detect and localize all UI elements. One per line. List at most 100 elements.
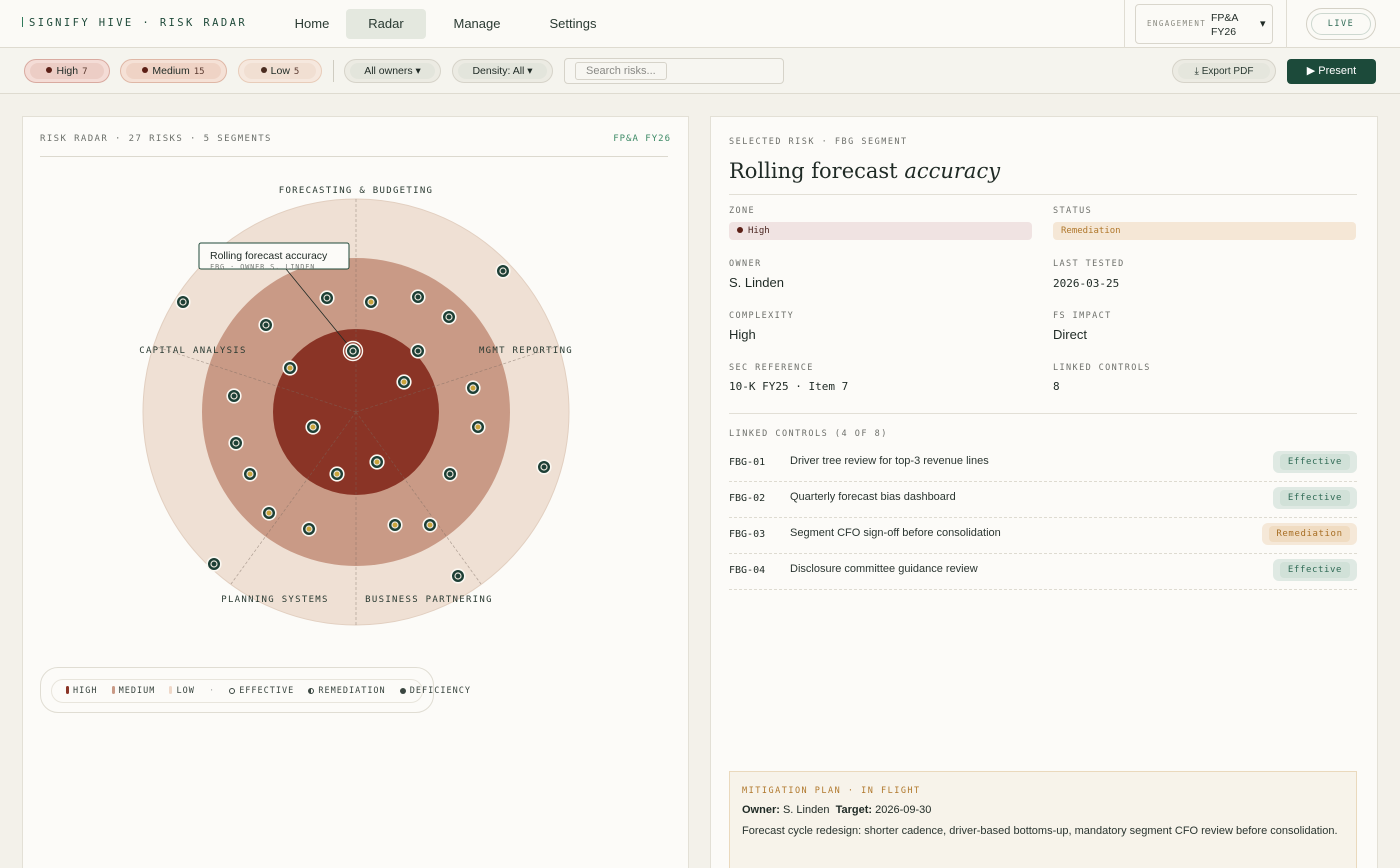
- control-row[interactable]: FBG-01 Driver tree review for top-3 reve…: [729, 446, 1357, 482]
- legend-effective: EFFECTIVE: [229, 686, 294, 696]
- control-id: FBG-01: [729, 457, 766, 468]
- mitigation-text: Forecast cycle redesign: shorter cadence…: [742, 825, 1338, 837]
- nav-tab-manage[interactable]: Manage: [453, 16, 501, 31]
- risk-marker[interactable]: [410, 289, 426, 305]
- divider: [40, 156, 668, 157]
- risk-marker[interactable]: [465, 380, 481, 396]
- control-desc: Segment CFO sign-off before consolidatio…: [790, 527, 1001, 539]
- sec-ref-label: SEC REFERENCE: [729, 363, 814, 373]
- search-input[interactable]: [575, 62, 667, 80]
- owner-value: S. Linden: [729, 275, 784, 290]
- controls-header: LINKED CONTROLS (4 OF 8): [729, 429, 888, 439]
- control-id: FBG-04: [729, 565, 766, 576]
- risk-marker[interactable]: [175, 294, 191, 310]
- control-id: FBG-03: [729, 529, 766, 540]
- risk-marker[interactable]: [369, 454, 385, 470]
- selected-marker-halo: [342, 340, 364, 362]
- risk-marker[interactable]: [282, 360, 298, 376]
- tooltip-title: Rolling forecast accuracy: [210, 250, 328, 262]
- control-status: Effective: [1280, 454, 1350, 470]
- segment-label-fbg: FORECASTING & BUDGETING: [279, 186, 434, 196]
- control-status-badge: Effective: [1273, 559, 1357, 581]
- control-row[interactable]: FBG-04 Disclosure committee guidance rev…: [729, 554, 1357, 590]
- owners-filter-label: All owners ▾: [350, 63, 435, 79]
- risk-marker[interactable]: [345, 343, 361, 359]
- nav-tab-home[interactable]: Home: [294, 16, 330, 31]
- detail-kicker: SELECTED RISK · FBG SEGMENT: [729, 137, 908, 147]
- engagement-label: ENGAGEMENT: [1147, 19, 1207, 28]
- low-dot-icon: [260, 67, 267, 73]
- segment-label-ps: PLANNING SYSTEMS: [221, 595, 329, 605]
- risk-marker[interactable]: [258, 317, 274, 333]
- control-row[interactable]: FBG-02 Quarterly forecast bias dashboard…: [729, 482, 1357, 518]
- export-pdf-button[interactable]: ⤓ Export PDF: [1172, 59, 1276, 83]
- control-row[interactable]: FBG-03 Segment CFO sign-off before conso…: [729, 518, 1357, 554]
- risk-marker[interactable]: [396, 374, 412, 390]
- filter-chip-low[interactable]: Low 5: [238, 59, 322, 83]
- engagement-select[interactable]: ENGAGEMENT FP&A FY26 ▾: [1135, 4, 1273, 44]
- deficiency-dot-icon: [399, 688, 406, 694]
- fs-impact-value: Direct: [1053, 327, 1087, 342]
- nav-tab-settings[interactable]: Settings: [549, 16, 597, 31]
- risk-marker[interactable]: [387, 517, 403, 533]
- risk-marker[interactable]: [441, 309, 457, 325]
- density-filter[interactable]: Density: All ▾: [452, 59, 553, 83]
- export-pdf-label: ⤓ Export PDF: [1178, 63, 1270, 79]
- complexity-label: COMPLEXITY: [729, 311, 795, 321]
- segment-label-ca: CAPITAL ANALYSIS: [139, 346, 247, 356]
- control-desc: Disclosure committee guidance review: [790, 563, 978, 575]
- risk-markers: [175, 263, 552, 584]
- mitigation-owner: S. Linden: [782, 804, 830, 816]
- owners-filter[interactable]: All owners ▾: [344, 59, 441, 83]
- risk-marker[interactable]: [450, 568, 466, 584]
- risk-marker[interactable]: [410, 343, 426, 359]
- risk-marker[interactable]: [226, 388, 242, 404]
- high-dot-icon: [46, 67, 53, 73]
- tooltip-subtitle: FBG · OWNER S. LINDEN: [210, 263, 315, 271]
- risk-marker[interactable]: [470, 419, 486, 435]
- risk-marker[interactable]: [301, 521, 317, 537]
- risk-marker[interactable]: [329, 466, 345, 482]
- divider: [1124, 0, 1125, 48]
- risk-marker[interactable]: [305, 419, 321, 435]
- filter-chip-high[interactable]: High 7: [24, 59, 110, 83]
- mitigation-target: 2026-09-30: [875, 804, 932, 816]
- risk-marker[interactable]: [206, 556, 222, 572]
- segment-label-mgmt: MGMT REPORTING: [479, 346, 573, 356]
- mitigation-target-label: Target:: [835, 804, 873, 816]
- legend-high: HIGH: [66, 686, 97, 696]
- control-desc: Quarterly forecast bias dashboard: [790, 491, 956, 503]
- present-button[interactable]: ▶ Present: [1287, 59, 1376, 84]
- legend-label: MEDIUM: [118, 686, 156, 696]
- legend-label: DEFICIENCY: [409, 686, 471, 696]
- risk-marker[interactable]: [495, 263, 511, 279]
- zone-dot-icon: [737, 227, 743, 233]
- live-toggle[interactable]: LIVE: [1306, 8, 1376, 40]
- fs-impact-label: FS IMPACT: [1053, 311, 1112, 321]
- engagement-tag: FP&A FY26: [613, 134, 671, 144]
- risk-marker[interactable]: [363, 294, 379, 310]
- legend-medium: MEDIUM: [111, 686, 156, 696]
- control-status-badge: Effective: [1273, 487, 1357, 509]
- risk-marker[interactable]: [228, 435, 244, 451]
- risk-marker[interactable]: [242, 466, 258, 482]
- density-filter-label: Density: All ▾: [458, 63, 547, 79]
- filter-chip-medium[interactable]: Medium 15: [120, 59, 227, 83]
- low-swatch-icon: [169, 686, 173, 694]
- linked-controls-label: LINKED CONTROLS: [1053, 363, 1151, 373]
- search-box: [564, 58, 784, 84]
- risk-marker[interactable]: [261, 505, 277, 521]
- risk-marker[interactable]: [319, 290, 335, 306]
- segment-label-bp: BUSINESS PARTNERING: [365, 595, 493, 605]
- control-status: Effective: [1280, 562, 1350, 578]
- risk-marker[interactable]: [422, 517, 438, 533]
- risk-title-main: Rolling forecast: [729, 159, 898, 183]
- control-status: Remediation: [1269, 526, 1350, 542]
- legend-label: LOW: [176, 686, 195, 696]
- risk-marker[interactable]: [536, 459, 552, 475]
- legend-label: REMEDIATION: [318, 686, 386, 696]
- nav-tab-radar[interactable]: Radar: [346, 9, 426, 39]
- filter-chip-count: 5: [293, 67, 300, 77]
- filter-chip-label: High: [56, 65, 79, 77]
- risk-marker[interactable]: [442, 466, 458, 482]
